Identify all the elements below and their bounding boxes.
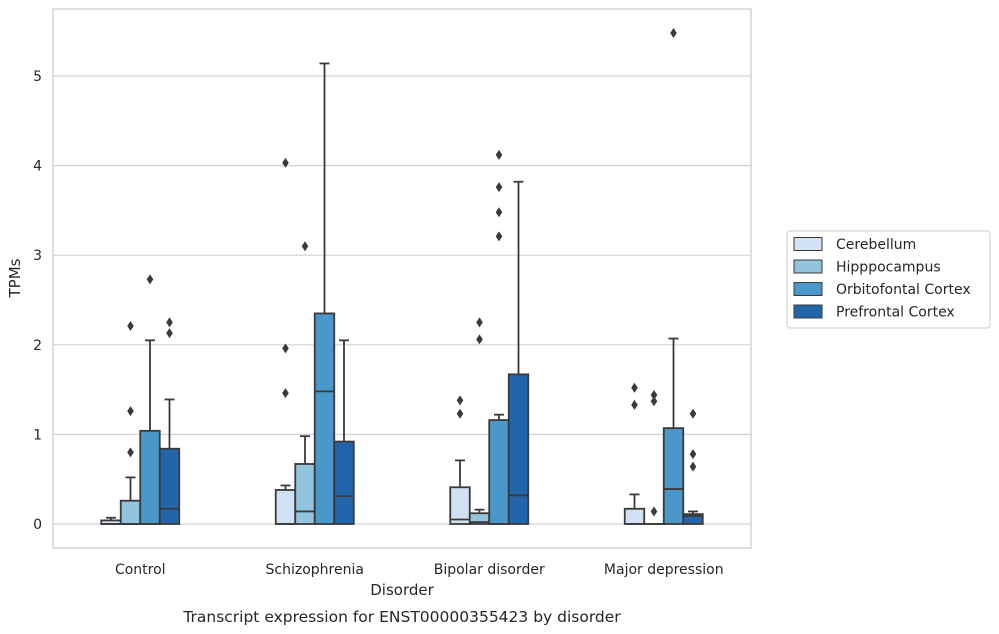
box-cerebellum bbox=[100, 516, 122, 525]
outlier-point bbox=[127, 447, 134, 458]
box-prefrontal-cortex bbox=[333, 339, 355, 525]
legend-label: Prefrontal Cortex bbox=[836, 305, 955, 321]
box-iqr bbox=[274, 489, 297, 525]
box-hipppocampus bbox=[643, 389, 665, 525]
outlier-point bbox=[650, 506, 658, 517]
legend-label: Cerebellum bbox=[836, 237, 916, 253]
box-iqr bbox=[333, 440, 355, 525]
outlier-point bbox=[495, 182, 503, 193]
y-axis-ticks: 0 1 2 3 4 5 bbox=[33, 69, 42, 533]
x-tick-label: Major depression bbox=[604, 562, 724, 578]
outlier-point bbox=[689, 408, 697, 419]
plot-frame bbox=[52, 8, 752, 549]
x-axis-ticks: Control Schizophrenia Bipolar disorder Majo… bbox=[115, 562, 724, 578]
box-orbitofontal-cortex bbox=[662, 27, 685, 525]
box-orbitofontal-cortex bbox=[488, 149, 510, 525]
box-hipppocampus bbox=[294, 241, 316, 525]
x-tick-label: Bipolar disorder bbox=[434, 562, 545, 578]
chart-caption: Transcript expression for ENST0000035542… bbox=[182, 608, 621, 626]
outlier-point bbox=[166, 328, 173, 339]
box-iqr bbox=[488, 419, 510, 525]
box-hipppocampus bbox=[119, 320, 142, 525]
outlier-point bbox=[495, 149, 503, 160]
outlier-point bbox=[689, 461, 697, 472]
box-prefrontal-cortex bbox=[682, 408, 704, 525]
outlier-point bbox=[282, 343, 289, 354]
legend-frame bbox=[786, 230, 991, 329]
outlier-point bbox=[456, 408, 464, 419]
box-orbitofontal-cortex bbox=[139, 274, 161, 525]
legend-label: Orbitofontal Cortex bbox=[836, 282, 971, 298]
y-tick-label: 3 bbox=[33, 248, 42, 264]
outlier-point bbox=[650, 396, 658, 407]
box-iqr bbox=[119, 499, 142, 525]
box-iqr bbox=[623, 507, 646, 525]
legend: Cerebellum Hipppocampus Orbitofontal Corte… bbox=[786, 230, 991, 329]
x-axis-title: Disorder bbox=[370, 581, 434, 599]
box-plot-series bbox=[100, 27, 704, 525]
box-hipppocampus bbox=[468, 317, 491, 525]
outlier-point bbox=[495, 231, 503, 242]
box-iqr bbox=[294, 463, 316, 525]
box-iqr bbox=[158, 447, 181, 525]
outlier-point bbox=[670, 27, 677, 38]
outlier-point bbox=[689, 449, 697, 460]
y-tick-label: 2 bbox=[33, 338, 42, 354]
outlier-point bbox=[146, 274, 154, 285]
x-tick-label: Schizophrenia bbox=[266, 562, 364, 578]
box-cerebellum bbox=[274, 157, 297, 525]
box-iqr bbox=[449, 486, 471, 525]
legend-swatch bbox=[793, 237, 823, 251]
y-tick-label: 0 bbox=[33, 517, 42, 533]
box-cerebellum bbox=[449, 395, 471, 525]
outlier-point bbox=[476, 334, 483, 345]
outlier-point bbox=[456, 395, 464, 406]
outlier-point bbox=[631, 399, 638, 410]
legend-label: Hipppocampus bbox=[836, 260, 941, 276]
box-iqr bbox=[662, 427, 685, 525]
outlier-point bbox=[127, 406, 134, 417]
box-prefrontal-cortex bbox=[507, 180, 530, 525]
outlier-point bbox=[631, 382, 638, 393]
outlier-point bbox=[127, 320, 134, 331]
box-prefrontal-cortex bbox=[158, 317, 181, 525]
outlier-point bbox=[301, 241, 309, 252]
box-iqr bbox=[507, 373, 530, 525]
y-tick-label: 5 bbox=[33, 69, 42, 85]
legend-swatch bbox=[793, 259, 823, 274]
outlier-point bbox=[282, 388, 289, 399]
y-axis-title: TPMs bbox=[6, 258, 24, 298]
outlier-point bbox=[166, 317, 173, 328]
box-iqr bbox=[139, 429, 161, 525]
legend-swatch bbox=[793, 304, 823, 319]
outlier-point bbox=[282, 157, 289, 168]
legend-swatch bbox=[793, 282, 823, 296]
box-iqr bbox=[682, 513, 704, 525]
outlier-point bbox=[650, 389, 658, 400]
box-iqr bbox=[313, 312, 336, 525]
box-cerebellum bbox=[623, 382, 646, 525]
y-tick-label: 4 bbox=[33, 159, 42, 175]
outlier-point bbox=[476, 317, 483, 328]
outlier-point bbox=[495, 207, 503, 218]
box-orbitofontal-cortex bbox=[313, 62, 336, 525]
y-tick-label: 1 bbox=[33, 427, 42, 443]
x-tick-label: Control bbox=[115, 562, 166, 578]
